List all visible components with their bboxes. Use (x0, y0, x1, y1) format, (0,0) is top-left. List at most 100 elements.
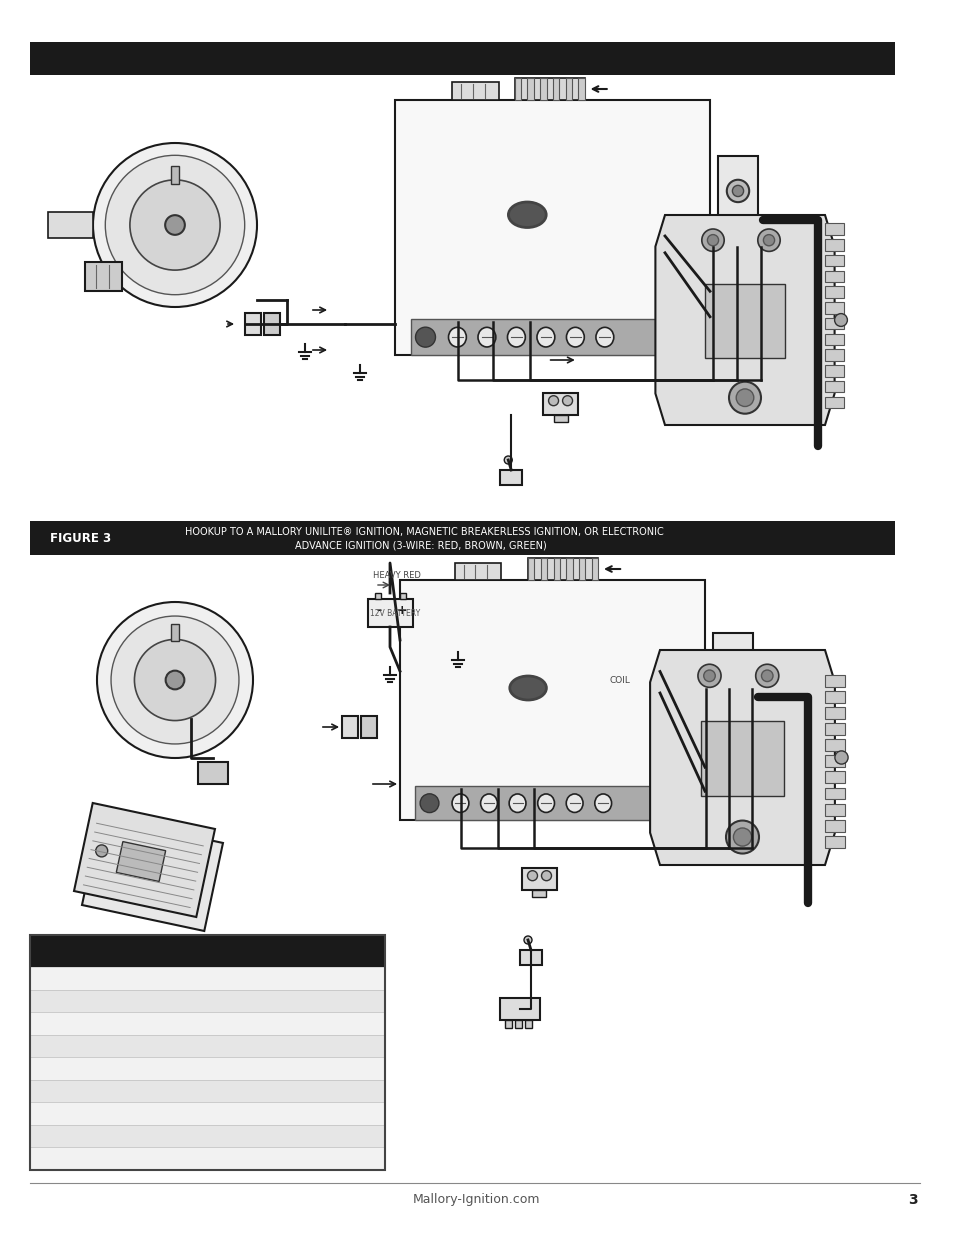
Bar (30, 521, 894, 555)
Ellipse shape (537, 327, 555, 347)
Bar (171, 165, 179, 184)
Bar (455, 563, 500, 580)
Bar (824, 706, 844, 719)
Bar (521, 868, 557, 890)
Bar (553, 78, 558, 100)
Bar (824, 690, 844, 703)
Ellipse shape (101, 680, 249, 719)
Bar (565, 78, 572, 100)
Circle shape (541, 871, 551, 881)
Bar (566, 558, 572, 580)
Bar (824, 396, 843, 409)
Polygon shape (74, 803, 214, 918)
Bar (85, 262, 122, 290)
Bar (824, 270, 843, 283)
Text: +: + (396, 604, 407, 616)
Ellipse shape (101, 231, 249, 268)
Ellipse shape (596, 327, 613, 347)
Bar (704, 284, 784, 358)
Circle shape (95, 845, 108, 857)
Bar (245, 312, 260, 335)
Bar (824, 724, 844, 735)
Bar (824, 350, 843, 361)
Circle shape (726, 703, 738, 714)
Ellipse shape (509, 676, 546, 700)
Circle shape (755, 664, 778, 688)
Bar (578, 78, 584, 100)
Bar (499, 471, 521, 485)
Bar (30, 935, 385, 1170)
Ellipse shape (594, 794, 611, 813)
Circle shape (548, 395, 558, 406)
Bar (824, 366, 843, 377)
Bar (30, 1057, 385, 1079)
Bar (824, 240, 843, 251)
Circle shape (725, 820, 759, 853)
Ellipse shape (566, 327, 583, 347)
Polygon shape (655, 215, 834, 425)
Text: -: - (376, 604, 381, 616)
Text: Mallory-Ignition.com: Mallory-Ignition.com (413, 1193, 540, 1207)
Circle shape (726, 220, 748, 242)
Bar (528, 558, 598, 580)
Circle shape (736, 389, 753, 406)
Circle shape (416, 327, 435, 347)
Circle shape (419, 794, 438, 813)
Text: FIGURE 3: FIGURE 3 (50, 531, 111, 545)
Circle shape (721, 697, 743, 719)
Text: HEAVY RED: HEAVY RED (373, 571, 420, 579)
Circle shape (165, 215, 185, 235)
Circle shape (92, 143, 256, 308)
Ellipse shape (537, 794, 554, 813)
Circle shape (105, 156, 244, 295)
Bar (824, 254, 843, 267)
Bar (395, 100, 709, 354)
Bar (824, 317, 843, 330)
Bar (341, 716, 357, 739)
Bar (82, 818, 223, 931)
Bar (527, 78, 534, 100)
Bar (499, 998, 539, 1020)
Bar (824, 804, 844, 815)
Bar (824, 740, 844, 751)
Circle shape (523, 936, 532, 944)
Ellipse shape (480, 794, 497, 813)
Bar (824, 788, 844, 799)
Bar (824, 820, 844, 831)
Bar (504, 1020, 512, 1028)
Circle shape (527, 871, 537, 881)
Bar (553, 415, 567, 421)
Bar (375, 593, 380, 599)
Circle shape (166, 671, 184, 689)
Bar (264, 312, 280, 335)
Bar (515, 78, 520, 100)
Circle shape (698, 664, 720, 688)
Circle shape (834, 314, 846, 326)
Bar (824, 674, 844, 687)
Bar (30, 989, 385, 1013)
Bar (30, 1013, 385, 1035)
Polygon shape (649, 650, 834, 864)
Bar (415, 787, 653, 820)
Bar (171, 624, 179, 641)
Circle shape (707, 235, 718, 246)
Bar (399, 593, 406, 599)
Ellipse shape (509, 794, 525, 813)
Bar (30, 1125, 385, 1147)
Circle shape (701, 228, 723, 252)
Bar (700, 721, 783, 797)
Circle shape (760, 671, 772, 682)
Bar (553, 558, 559, 580)
Circle shape (130, 180, 220, 270)
Bar (540, 558, 547, 580)
Bar (824, 287, 843, 298)
Text: ADVANCE IGNITION (3-WIRE: RED, BROWN, GREEN): ADVANCE IGNITION (3-WIRE: RED, BROWN, GR… (294, 541, 546, 551)
Bar (515, 78, 584, 100)
Bar (30, 1035, 385, 1057)
Bar (824, 756, 844, 767)
Text: COIL: COIL (609, 677, 629, 685)
Circle shape (97, 601, 253, 758)
Bar (824, 836, 844, 847)
Bar (824, 380, 843, 393)
Bar (368, 599, 413, 627)
